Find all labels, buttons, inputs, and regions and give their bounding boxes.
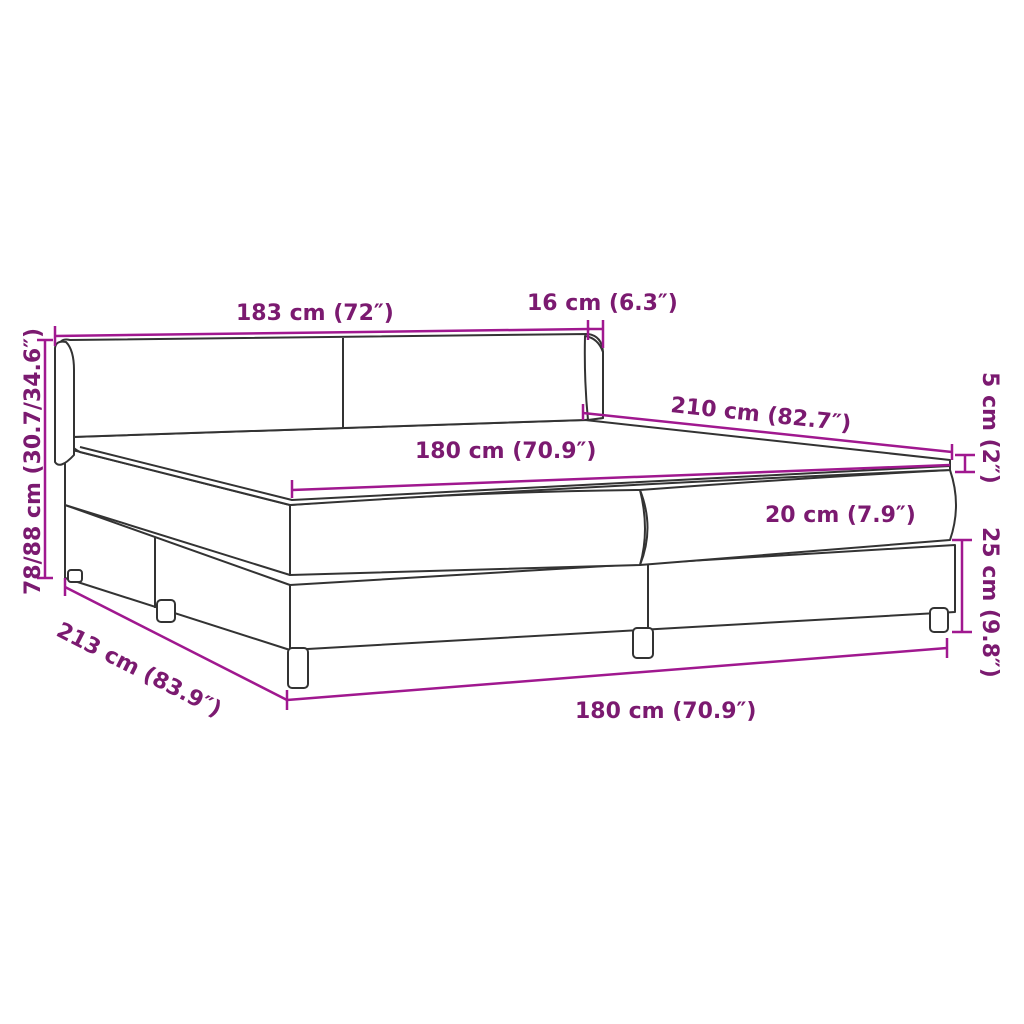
headboard-left-post <box>54 340 75 466</box>
mattress-front-left <box>289 489 646 576</box>
label-topper-height: 5 cm (2″) <box>977 372 1002 484</box>
label-length: 210 cm (82.7″) <box>669 393 852 437</box>
label-mattress-height: 20 cm (7.9″) <box>765 503 916 528</box>
label-base-height: 25 cm (9.8″) <box>977 527 1002 678</box>
label-headboard-width: 183 cm (72″) <box>236 301 394 326</box>
dim-line-base-width <box>286 646 948 702</box>
leg <box>929 607 949 633</box>
dim-line-headboard-width <box>54 327 591 338</box>
mattress-front-right <box>639 469 957 566</box>
leg <box>156 599 176 623</box>
dimension-lines <box>37 320 975 710</box>
label-headboard-depth: 16 cm (6.3″) <box>527 291 678 316</box>
label-total-length: 213 cm (83.9″) <box>52 618 225 723</box>
label-base-width: 180 cm (70.9″) <box>575 699 756 724</box>
dim-line-total-length <box>64 585 288 702</box>
label-mattress-width: 180 cm (70.9″) <box>415 439 596 464</box>
dim-line-length <box>582 411 953 454</box>
leg <box>287 647 309 689</box>
dim-line-mattress-width <box>291 463 951 492</box>
headboard-right-post <box>583 335 604 421</box>
leg <box>632 627 654 659</box>
label-total-height: 78/88 cm (30.7/34.6″) <box>21 328 46 595</box>
topper-line <box>79 446 951 501</box>
headboard-panel <box>59 333 604 438</box>
bed-drawing <box>54 333 957 689</box>
leg <box>67 569 83 583</box>
